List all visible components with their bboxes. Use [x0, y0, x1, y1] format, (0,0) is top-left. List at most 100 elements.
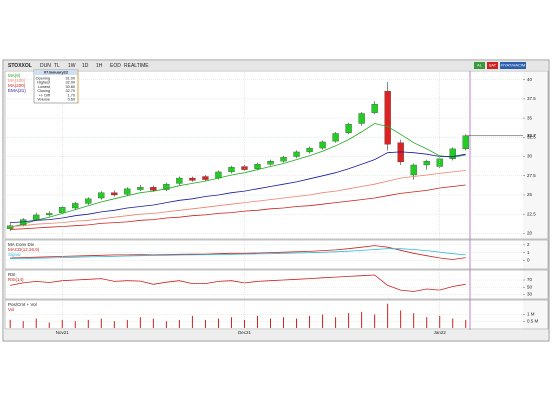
volume-bar	[217, 318, 219, 328]
volume-bar	[283, 317, 285, 328]
candle-body	[410, 164, 417, 176]
volume-bar	[256, 315, 258, 328]
volume-bar	[374, 314, 376, 328]
volume-bar	[348, 313, 350, 328]
candle-body	[72, 203, 79, 209]
candle-body	[423, 160, 430, 166]
candle-body	[345, 124, 352, 133]
candle-body	[358, 113, 365, 124]
legend-entry: MACD(12,26,9)	[8, 247, 40, 252]
y-tick-label: 37.5	[527, 96, 536, 101]
volume-bar	[400, 310, 402, 328]
panel-title: RSI	[8, 272, 16, 277]
toolbar-button[interactable]: AL	[477, 63, 483, 68]
y-tick-label: 30	[527, 292, 533, 297]
volume-bar	[48, 322, 50, 328]
last-price-label: 32.7	[527, 133, 536, 138]
candle-body	[280, 157, 287, 162]
toolbar-button[interactable]: SAT	[489, 63, 497, 68]
volume-bar	[309, 315, 311, 328]
y-tick-label: 30	[527, 154, 533, 159]
y-tick-label: 32.5	[527, 135, 536, 140]
y-tick-label: 40	[527, 77, 533, 82]
candle-body	[371, 104, 378, 113]
legend-entry: MA(100)	[8, 78, 26, 83]
info-value: 32.70	[65, 89, 75, 93]
volume-bar	[87, 319, 89, 328]
candle-body	[137, 187, 144, 190]
volume-bar	[165, 321, 167, 328]
volume-bar	[426, 317, 428, 328]
volume-bar	[230, 317, 232, 328]
toolbar-button[interactable]: FİYAT/HACIM	[501, 63, 526, 68]
series-line	[10, 248, 466, 260]
toolbar-button[interactable]: 1W	[68, 63, 76, 69]
volume-bar	[126, 319, 128, 328]
toolbar-button[interactable]: DUN	[40, 63, 51, 69]
y-tick-label: 22.5	[527, 211, 536, 216]
candle-body	[111, 192, 118, 196]
candle-body	[462, 135, 469, 150]
panel-title: Pos/Cmt + Vol	[8, 302, 37, 307]
series-line	[10, 274, 466, 292]
info-rows: Opening 31.00 Highest 32.90 Lowest 30.80 Closi…	[36, 77, 75, 102]
plot: 2022.52527.53032.53537.540MA(9)MA(100)MA…	[4, 70, 549, 335]
volume-bar	[61, 319, 63, 328]
info-box: 07January22 Opening 31.00 Highest 32.90 Lowe…	[33, 69, 79, 104]
toolbar-button[interactable]: REALTIME	[124, 63, 149, 69]
toolbar-button-bg	[500, 62, 526, 69]
candle-body	[7, 225, 14, 229]
candle-body	[46, 213, 53, 216]
info-box-header	[34, 70, 78, 75]
series-line	[10, 184, 466, 230]
toolbar-button[interactable]: 1H	[96, 63, 103, 69]
volume-bar	[387, 303, 389, 328]
volume-bar	[270, 318, 272, 328]
info-date: 07January22	[44, 70, 69, 75]
y-tick-label: 0	[527, 257, 530, 262]
candle-body	[85, 198, 92, 204]
candle-body	[267, 160, 274, 165]
volume-bar	[361, 311, 363, 328]
legend-entry: Vol	[8, 307, 14, 312]
candle-body	[189, 177, 196, 181]
toolbar-button[interactable]: 1D	[82, 63, 89, 69]
y-tick-label: 25	[527, 192, 533, 197]
volume-bar	[439, 315, 441, 328]
volume-bar	[322, 314, 324, 328]
symbol[interactable]: STOXXOL	[8, 63, 32, 69]
candle-body	[319, 141, 326, 149]
candle-body	[384, 91, 391, 145]
candle-body	[306, 147, 313, 153]
info-label: Opening	[36, 77, 50, 81]
candle-body	[449, 148, 456, 159]
legend-entry: RSI(14)	[8, 277, 24, 282]
panel-title: MA Conv Div	[8, 242, 35, 247]
legend-entry: EMA(21)	[8, 88, 26, 93]
info-value: 0.60	[68, 98, 75, 102]
volume-bar	[139, 317, 141, 328]
candle-body	[293, 151, 300, 157]
info-value: 32.90	[65, 81, 75, 85]
volume-bar	[152, 318, 154, 328]
toolbar-button-bg	[487, 62, 498, 69]
volume-bar	[465, 319, 467, 328]
y-tick-label: 70	[527, 277, 533, 282]
y-tick-label: 1 M	[527, 312, 535, 317]
y-tick-label: 20	[527, 231, 533, 236]
volume-bar	[178, 319, 180, 328]
volume-bar	[204, 319, 206, 328]
toolbar-button[interactable]: TL	[54, 63, 60, 69]
candle-body	[124, 188, 131, 195]
toolbar-button[interactable]: EOD	[110, 63, 121, 69]
candle-body	[163, 184, 170, 190]
panel-frame	[4, 239, 549, 270]
volume-bar	[9, 319, 11, 328]
volume-bar	[413, 313, 415, 328]
info-value: 1.70	[68, 93, 75, 97]
info-box-frame	[33, 69, 79, 104]
y-tick-label: 1	[527, 250, 530, 255]
toolbar-items: STOXXOL DUN TL 1W 1D 1H EOD REALTIME AL SAT FİYAT…	[8, 62, 526, 69]
candle-body	[202, 176, 209, 180]
